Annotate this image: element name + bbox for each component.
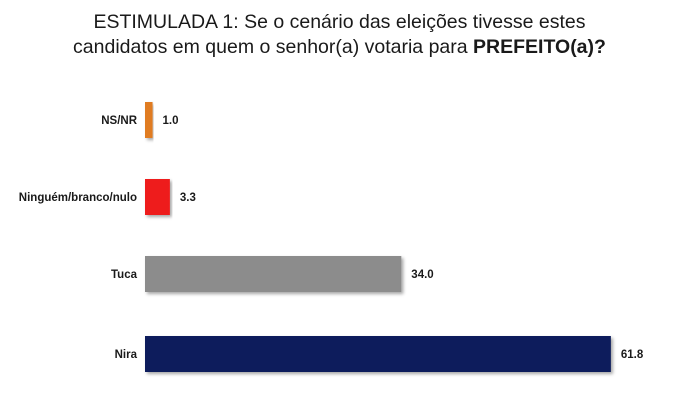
- data-label: 1.0: [163, 115, 179, 127]
- data-label: 3.3: [180, 192, 196, 204]
- bar-ns-nr: [145, 102, 153, 138]
- category-label: Ninguém/branco/nulo: [19, 192, 137, 204]
- chart-title-line-1: ESTIMULADA 1: Se o cenário das eleições …: [93, 11, 586, 33]
- bar-nira: [145, 336, 611, 372]
- chart-title: ESTIMULADA 1: Se o cenário das eleições …: [0, 10, 679, 60]
- category-label: Tuca: [111, 269, 138, 281]
- category-label: NS/NR: [101, 115, 137, 127]
- bar-ningu-m-branco-nulo: [145, 179, 170, 215]
- chart-title-line-2-text: candidatos em quem o senhor(a) votaria p…: [73, 36, 474, 58]
- data-label: 61.8: [621, 349, 644, 361]
- data-label: 34.0: [411, 269, 433, 281]
- category-label: Nira: [115, 349, 138, 361]
- chart-title-line-2-bold: PREFEITO(a)?: [473, 36, 606, 58]
- bar-tuca: [145, 256, 402, 292]
- chart-title-line-2: candidatos em quem o senhor(a) votaria p…: [0, 35, 679, 60]
